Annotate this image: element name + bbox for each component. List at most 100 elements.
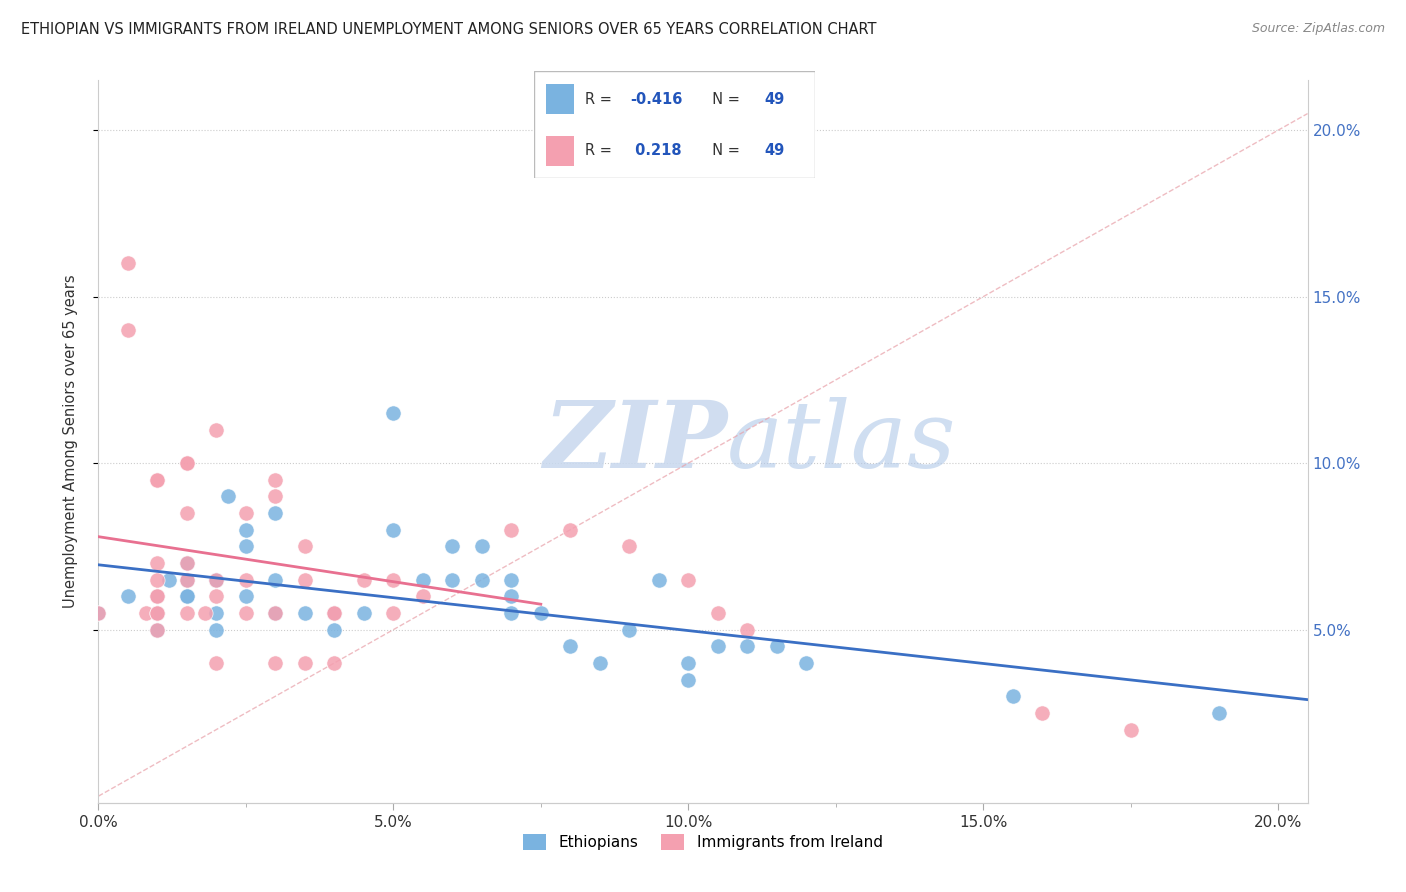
- Point: [176, 456, 198, 470]
- Point: [194, 606, 217, 620]
- Point: [765, 640, 787, 654]
- Point: [146, 590, 169, 604]
- Text: Source: ZipAtlas.com: Source: ZipAtlas.com: [1251, 22, 1385, 36]
- Point: [619, 540, 641, 554]
- Point: [323, 623, 346, 637]
- Point: [146, 573, 169, 587]
- Text: atlas: atlas: [727, 397, 956, 486]
- Point: [678, 673, 700, 687]
- Point: [530, 606, 553, 620]
- Point: [146, 623, 169, 637]
- Point: [501, 573, 523, 587]
- Point: [205, 573, 228, 587]
- Point: [146, 623, 169, 637]
- Point: [157, 573, 180, 587]
- Point: [294, 656, 316, 670]
- Point: [146, 473, 169, 487]
- Point: [264, 506, 287, 520]
- Point: [323, 606, 346, 620]
- Point: [146, 606, 169, 620]
- Point: [735, 623, 758, 637]
- Point: [117, 256, 139, 270]
- Point: [176, 590, 198, 604]
- Point: [1119, 723, 1142, 737]
- Point: [648, 573, 671, 587]
- Point: [176, 573, 198, 587]
- Point: [678, 656, 700, 670]
- Point: [176, 590, 198, 604]
- Point: [205, 590, 228, 604]
- Point: [294, 540, 316, 554]
- Point: [471, 573, 494, 587]
- Point: [794, 656, 817, 670]
- Point: [382, 406, 405, 420]
- Point: [117, 323, 139, 337]
- Point: [560, 640, 582, 654]
- Point: [235, 606, 257, 620]
- Point: [323, 656, 346, 670]
- Point: [471, 540, 494, 554]
- Point: [560, 523, 582, 537]
- Point: [205, 656, 228, 670]
- Point: [264, 573, 287, 587]
- Point: [441, 540, 464, 554]
- Text: R =: R =: [585, 92, 616, 107]
- Point: [353, 573, 375, 587]
- Point: [235, 590, 257, 604]
- Point: [176, 606, 198, 620]
- Point: [176, 506, 198, 520]
- Text: 0.218: 0.218: [630, 143, 682, 158]
- Point: [146, 606, 169, 620]
- Point: [205, 423, 228, 437]
- Point: [87, 606, 110, 620]
- Text: ETHIOPIAN VS IMMIGRANTS FROM IRELAND UNEMPLOYMENT AMONG SENIORS OVER 65 YEARS CO: ETHIOPIAN VS IMMIGRANTS FROM IRELAND UNE…: [21, 22, 876, 37]
- Y-axis label: Unemployment Among Seniors over 65 years: Unemployment Among Seniors over 65 years: [63, 275, 77, 608]
- Text: 49: 49: [765, 143, 785, 158]
- Text: N =: N =: [703, 92, 745, 107]
- Point: [501, 523, 523, 537]
- Point: [501, 606, 523, 620]
- Point: [146, 590, 169, 604]
- Point: [264, 656, 287, 670]
- Point: [706, 640, 728, 654]
- Point: [264, 606, 287, 620]
- Point: [1208, 706, 1230, 720]
- Text: R =: R =: [585, 143, 616, 158]
- Point: [264, 473, 287, 487]
- Point: [235, 573, 257, 587]
- Point: [217, 490, 239, 504]
- Point: [135, 606, 157, 620]
- Point: [382, 606, 405, 620]
- Point: [412, 590, 434, 604]
- Point: [146, 556, 169, 570]
- Point: [146, 473, 169, 487]
- Point: [146, 590, 169, 604]
- Point: [235, 523, 257, 537]
- Legend: Ethiopians, Immigrants from Ireland: Ethiopians, Immigrants from Ireland: [517, 829, 889, 856]
- Text: N =: N =: [703, 143, 745, 158]
- Point: [146, 606, 169, 620]
- Point: [735, 640, 758, 654]
- Point: [205, 573, 228, 587]
- Point: [589, 656, 612, 670]
- Bar: [546, 136, 574, 166]
- Point: [323, 606, 346, 620]
- Point: [382, 523, 405, 537]
- Bar: [546, 84, 574, 114]
- Text: ZIP: ZIP: [543, 397, 727, 486]
- Point: [678, 573, 700, 587]
- Point: [706, 606, 728, 620]
- Text: 49: 49: [765, 92, 785, 107]
- Point: [87, 606, 110, 620]
- Point: [294, 573, 316, 587]
- Point: [205, 623, 228, 637]
- Point: [264, 490, 287, 504]
- Point: [264, 606, 287, 620]
- Point: [117, 590, 139, 604]
- Point: [353, 606, 375, 620]
- Point: [501, 590, 523, 604]
- Point: [235, 506, 257, 520]
- Point: [235, 540, 257, 554]
- Point: [323, 606, 346, 620]
- Point: [176, 556, 198, 570]
